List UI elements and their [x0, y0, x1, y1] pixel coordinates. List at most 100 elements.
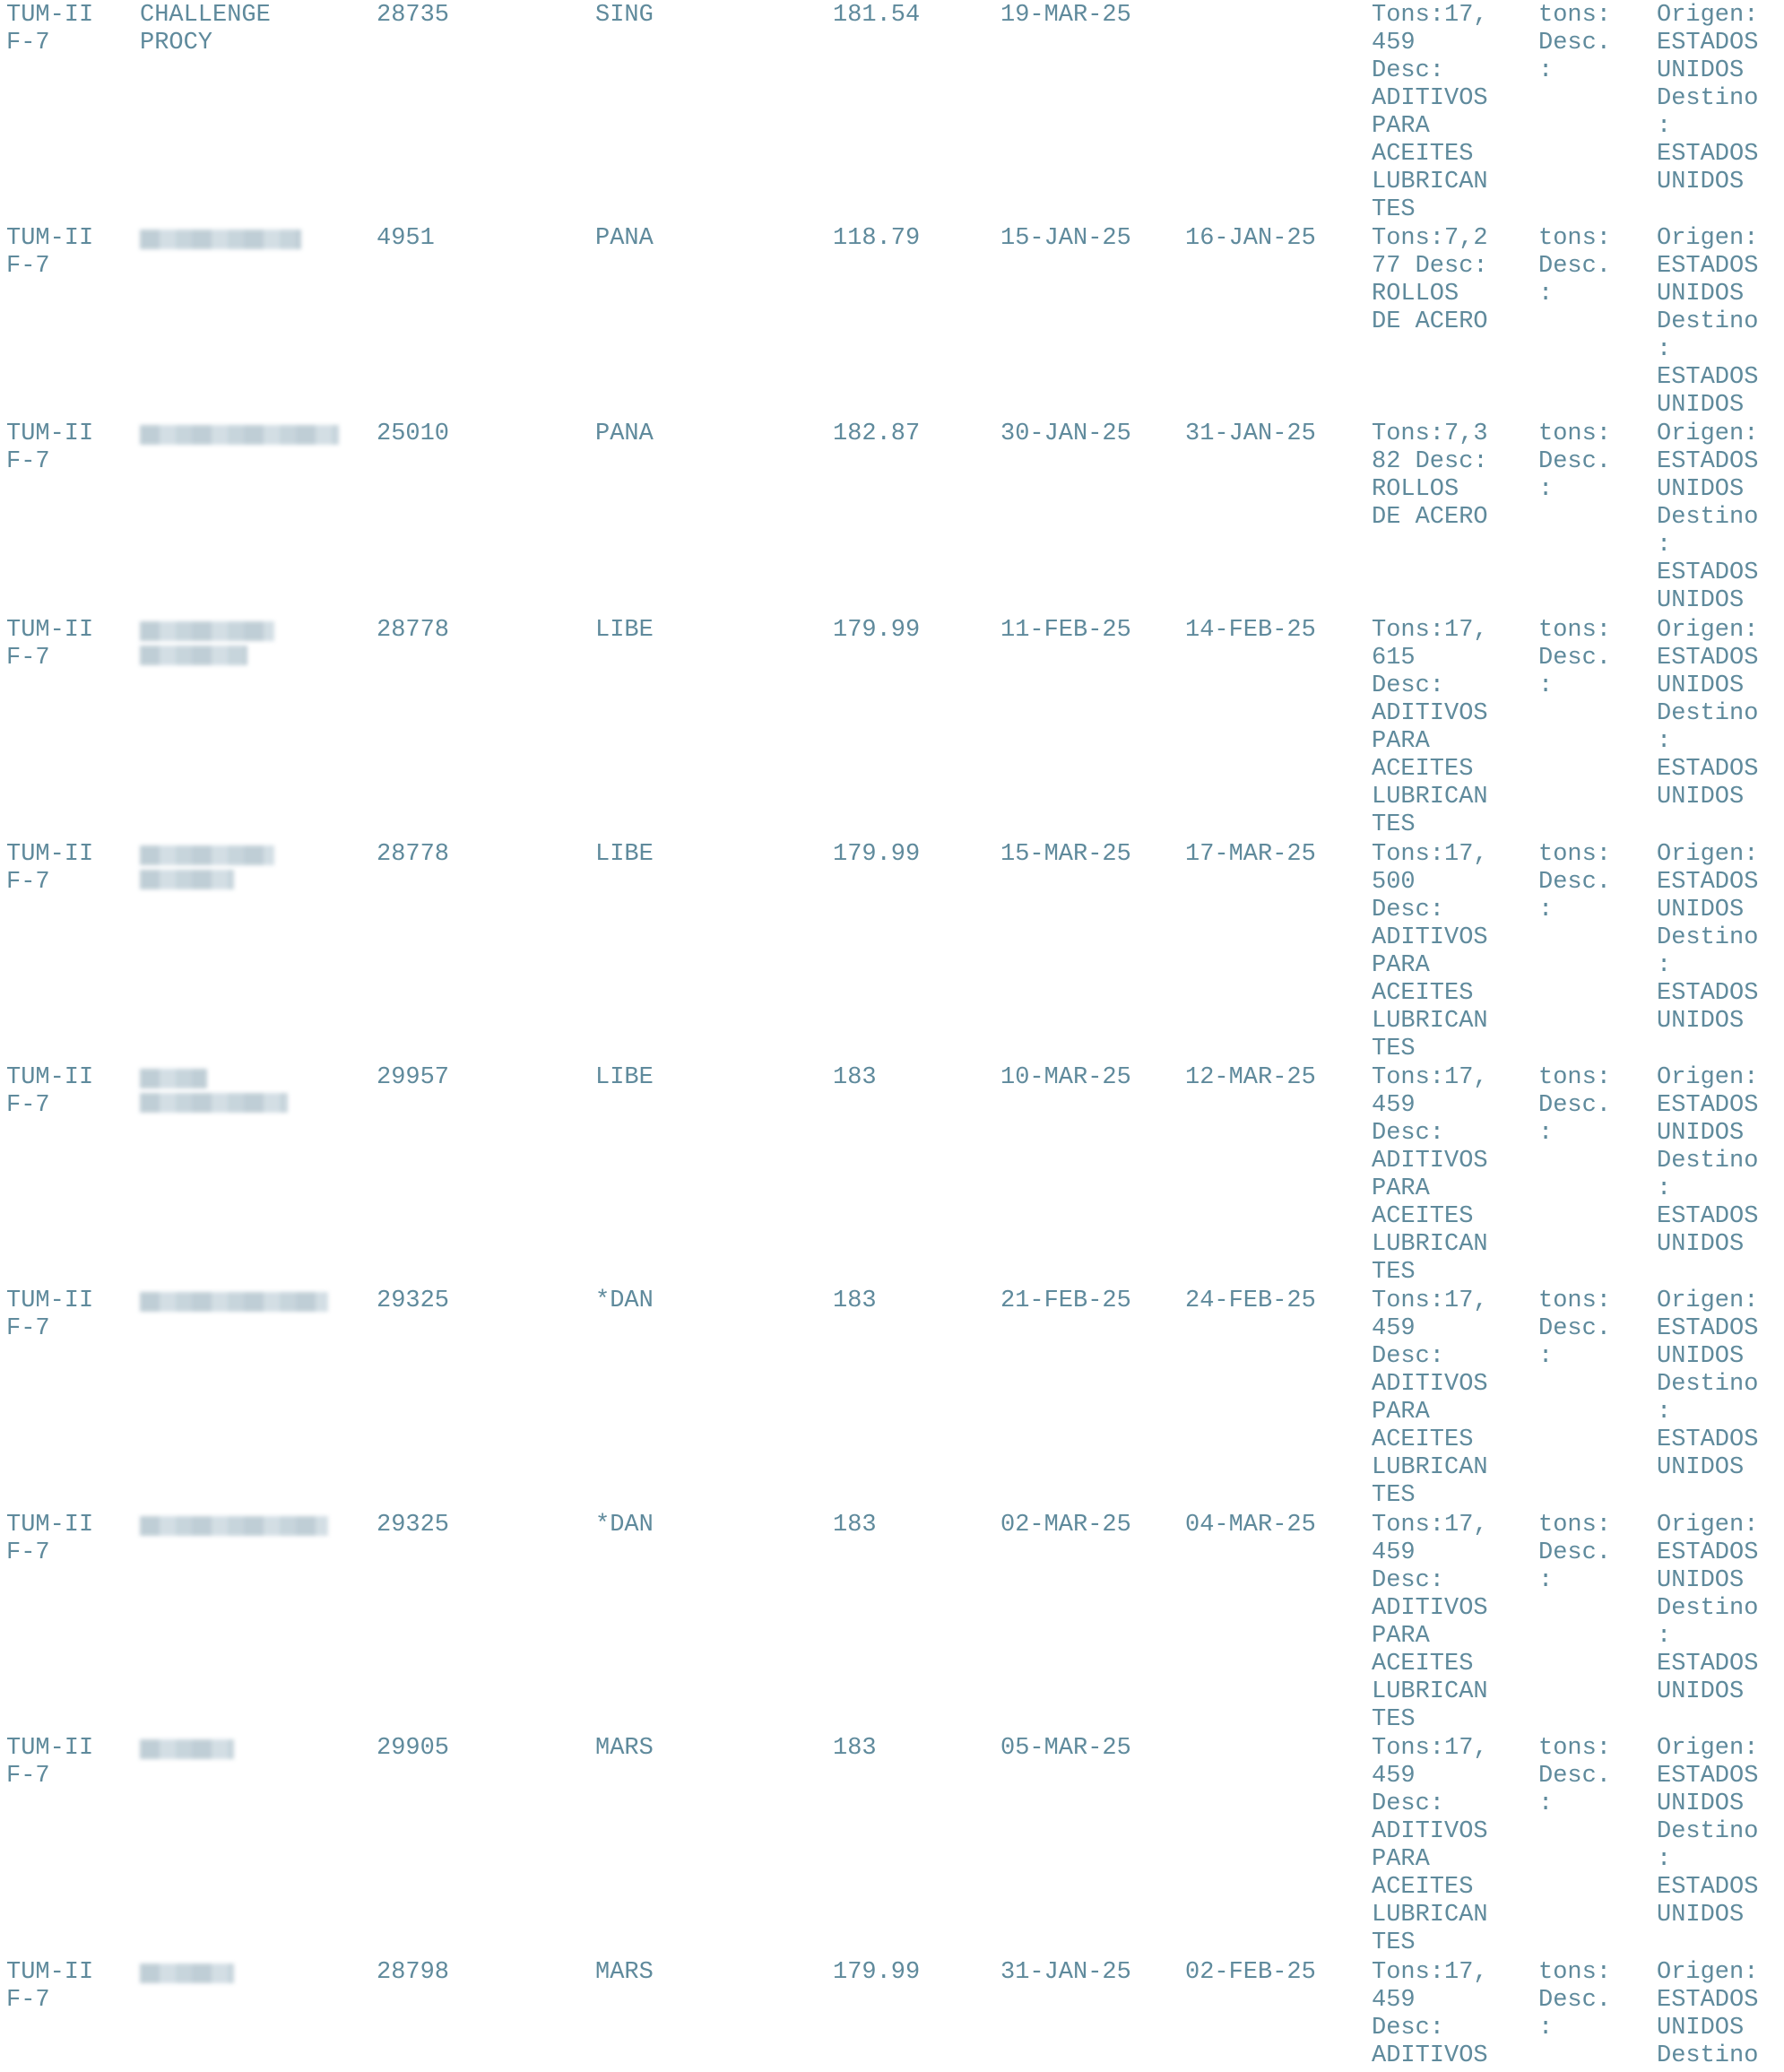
- tons-cell: tons: Desc. :: [1538, 225, 1612, 308]
- vessel-id-cell: 29957: [377, 1064, 450, 1091]
- departure-date-cell: 16-JAN-25: [1185, 225, 1316, 252]
- redacted-vessel-name: [140, 1959, 234, 1987]
- arrival-date-cell: 11-FEB-25: [1000, 617, 1131, 644]
- flag-cell: MARS: [595, 1735, 654, 1762]
- tons-cell: tons: Desc. :: [1538, 1959, 1612, 2042]
- flag-cell: *DAN: [595, 1287, 654, 1314]
- flag-cell: LIBE: [595, 617, 654, 644]
- redaction-block: [140, 1069, 207, 1088]
- tons-cell: tons: Desc. :: [1538, 420, 1612, 503]
- flag-cell: LIBE: [595, 841, 654, 868]
- cargo-cell: Tons:7,3 82 Desc: ROLLOS DE ACERO: [1372, 420, 1488, 531]
- vessel-id-cell: 28735: [377, 2, 450, 29]
- cargo-cell: Tons:7,2 77 Desc: ROLLOS DE ACERO: [1372, 225, 1488, 335]
- tons-cell: tons: Desc. :: [1538, 841, 1612, 923]
- terminal-cell: TUM-II F-7: [6, 1512, 94, 1566]
- route-cell: Origen: ESTADOS UNIDOS Destino : ESTADOS…: [1657, 1735, 1759, 1929]
- route-cell: Origen: ESTADOS UNIDOS Destino : ESTADOS…: [1657, 420, 1759, 614]
- route-cell: Origen: ESTADOS UNIDOS Destino : ESTADOS…: [1657, 2, 1759, 195]
- vessel-name-cell: CHALLENGE PROCY: [140, 2, 271, 56]
- terminal-cell: TUM-II F-7: [6, 2, 94, 56]
- vessel-id-cell: 4951: [377, 225, 435, 252]
- redaction-block: [140, 870, 234, 889]
- redacted-vessel-name: [140, 841, 274, 893]
- redaction-block: [140, 845, 274, 865]
- departure-date-cell: 14-FEB-25: [1185, 617, 1316, 644]
- route-cell: Origen: ESTADOS UNIDOS Destino : ESTADOS…: [1657, 1512, 1759, 1705]
- departure-date-cell: 17-MAR-25: [1185, 841, 1316, 868]
- redaction-block: [140, 1292, 328, 1312]
- tons-cell: tons: Desc. :: [1538, 2, 1612, 84]
- arrival-date-cell: 02-MAR-25: [1000, 1512, 1131, 1539]
- length-cell: 183: [833, 1512, 877, 1539]
- terminal-cell: TUM-II F-7: [6, 617, 94, 672]
- flag-cell: SING: [595, 2, 654, 29]
- redacted-vessel-name: [140, 225, 301, 253]
- vessel-id-cell: 28778: [377, 841, 450, 868]
- route-cell: Origen: ESTADOS UNIDOS Destino : ESTADOS…: [1657, 841, 1759, 1035]
- arrival-date-cell: 21-FEB-25: [1000, 1287, 1131, 1314]
- length-cell: 179.99: [833, 617, 921, 644]
- redacted-vessel-name: [140, 1735, 234, 1763]
- terminal-cell: TUM-II F-7: [6, 420, 94, 475]
- cargo-cell: Tons:17, 615 Desc: ADITIVOS PARA ACEITES…: [1372, 617, 1488, 838]
- cargo-cell: Tons:17, 459 Desc: ADITIVOS PARA ACEITES…: [1372, 1064, 1488, 1286]
- arrival-date-cell: 30-JAN-25: [1000, 420, 1131, 447]
- cargo-cell: Tons:17, 500 Desc: ADITIVOS PARA ACEITES…: [1372, 841, 1488, 1062]
- redacted-vessel-name: [140, 420, 339, 448]
- arrival-date-cell: 31-JAN-25: [1000, 1959, 1131, 1986]
- departure-date-cell: 12-MAR-25: [1185, 1064, 1316, 1091]
- flag-cell: PANA: [595, 225, 654, 252]
- cargo-cell: Tons:17, 459 Desc: ADITIVOS PARA ACEITES…: [1372, 1287, 1488, 1509]
- redaction-block: [140, 1093, 288, 1113]
- redaction-block: [140, 230, 301, 249]
- redacted-vessel-name: [140, 1287, 328, 1315]
- terminal-cell: TUM-II F-7: [6, 1287, 94, 1342]
- redaction-block: [140, 1516, 328, 1536]
- vessel-id-cell: 28778: [377, 617, 450, 644]
- redaction-block: [140, 621, 274, 641]
- cargo-cell: Tons:17, 459 Desc: ADITIVOS: [1372, 1959, 1488, 2069]
- route-cell: Origen: ESTADOS UNIDOS Destino : ESTADOS…: [1657, 1064, 1759, 1258]
- departure-date-cell: 31-JAN-25: [1185, 420, 1316, 447]
- length-cell: 118.79: [833, 225, 921, 252]
- vessel-id-cell: 28798: [377, 1959, 450, 1986]
- terminal-cell: TUM-II F-7: [6, 1959, 94, 2014]
- terminal-cell: TUM-II F-7: [6, 1735, 94, 1790]
- length-cell: 179.99: [833, 1959, 921, 1986]
- length-cell: 179.99: [833, 841, 921, 868]
- length-cell: 183: [833, 1064, 877, 1091]
- redacted-vessel-name: [140, 1512, 328, 1539]
- route-cell: Origen: ESTADOS UNIDOS Destino : ESTADOS…: [1657, 1287, 1759, 1481]
- tons-cell: tons: Desc. :: [1538, 1735, 1612, 1817]
- vessel-id-cell: 29325: [377, 1512, 450, 1539]
- arrival-date-cell: 15-JAN-25: [1000, 225, 1131, 252]
- departure-date-cell: 24-FEB-25: [1185, 1287, 1316, 1314]
- tons-cell: tons: Desc. :: [1538, 617, 1612, 699]
- departure-date-cell: 04-MAR-25: [1185, 1512, 1316, 1539]
- tons-cell: tons: Desc. :: [1538, 1064, 1612, 1147]
- redaction-block: [140, 1964, 234, 1983]
- length-cell: 183: [833, 1735, 877, 1762]
- redaction-block: [140, 425, 339, 445]
- route-cell: Origen: ESTADOS UNIDOS Destino : ESTADOS…: [1657, 617, 1759, 811]
- length-cell: 183: [833, 1287, 877, 1314]
- route-cell: Origen: ESTADOS UNIDOS Destino: [1657, 1959, 1759, 2069]
- tons-cell: tons: Desc. :: [1538, 1287, 1612, 1370]
- redaction-block: [140, 646, 247, 665]
- terminal-cell: TUM-II F-7: [6, 225, 94, 280]
- flag-cell: MARS: [595, 1959, 654, 1986]
- vessel-id-cell: 25010: [377, 420, 450, 447]
- cargo-cell: Tons:17, 459 Desc: ADITIVOS PARA ACEITES…: [1372, 1735, 1488, 1956]
- flag-cell: *DAN: [595, 1512, 654, 1539]
- flag-cell: PANA: [595, 420, 654, 447]
- terminal-cell: TUM-II F-7: [6, 1064, 94, 1119]
- vessel-id-cell: 29325: [377, 1287, 450, 1314]
- redacted-vessel-name: [140, 617, 274, 669]
- redaction-block: [140, 1739, 234, 1759]
- departure-date-cell: 02-FEB-25: [1185, 1959, 1316, 1986]
- terminal-cell: TUM-II F-7: [6, 841, 94, 896]
- arrival-date-cell: 19-MAR-25: [1000, 2, 1131, 29]
- arrival-date-cell: 05-MAR-25: [1000, 1735, 1131, 1762]
